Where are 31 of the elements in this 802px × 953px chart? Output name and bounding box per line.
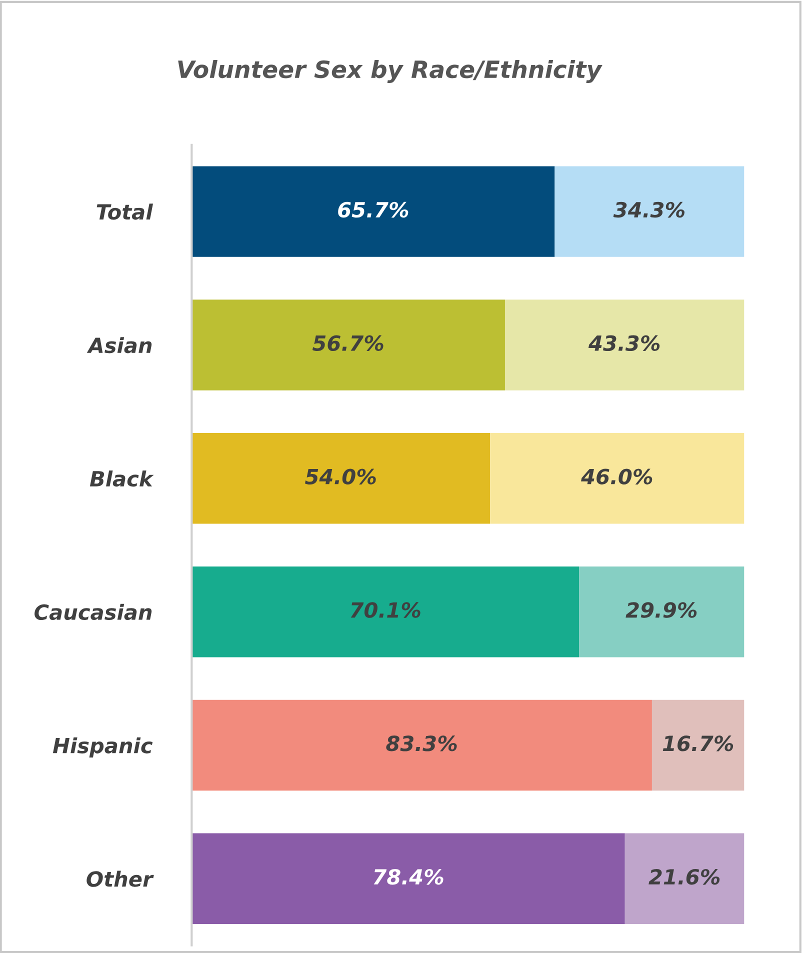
bar: [192, 166, 555, 257]
data-label: 43.3%: [588, 335, 660, 352]
data-label: 78.4%: [374, 868, 444, 885]
bar: [624, 833, 744, 924]
y-tick-label: Caucasian: [34, 604, 152, 620]
data-label: 83.3%: [386, 736, 457, 752]
data-label: 34.3%: [613, 202, 684, 218]
y-tick-label: Hispanic: [52, 737, 153, 758]
data-label: 70.1%: [350, 602, 420, 618]
data-label: 16.7%: [662, 736, 734, 752]
data-label: 54.0%: [305, 468, 376, 484]
bar: [192, 566, 580, 658]
data-label: 29.9%: [626, 602, 697, 618]
data-label: 46.0%: [581, 468, 652, 484]
data-label: 65.7%: [338, 202, 408, 218]
data-label: 56.7%: [312, 335, 384, 352]
bar: [490, 433, 744, 524]
y-tick-label: Asian: [86, 337, 152, 354]
data-label: 21.6%: [648, 868, 720, 885]
bar: [192, 433, 490, 524]
bar: [652, 700, 744, 791]
y-tick-label: Other: [86, 870, 154, 887]
y-tick-label: Black: [90, 470, 154, 487]
bar: [192, 833, 625, 924]
bar: [554, 166, 744, 257]
y-tick-label: Total: [96, 204, 154, 220]
bar: [192, 300, 505, 390]
chart-title: Volunteer Sex by Race/Ethnicity: [178, 60, 602, 83]
bar: [192, 700, 652, 791]
bar: [579, 566, 744, 658]
bar: [504, 300, 744, 390]
